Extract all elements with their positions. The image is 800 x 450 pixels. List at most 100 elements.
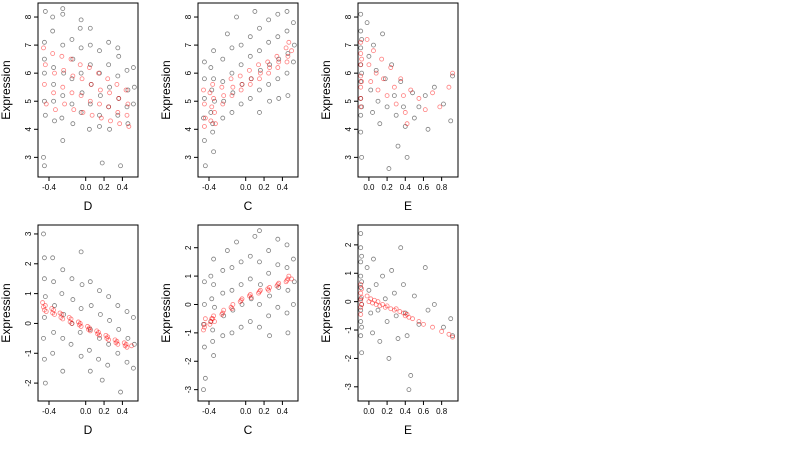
data-point: [370, 330, 375, 336]
data-point: [105, 334, 111, 340]
data-point: [207, 90, 213, 96]
data-point: [229, 330, 235, 336]
data-point: [401, 282, 406, 288]
data-point: [52, 118, 57, 124]
data-point: [358, 104, 364, 110]
data-point: [51, 98, 56, 104]
y-tick-label: 4: [184, 127, 193, 132]
data-point: [247, 253, 253, 259]
data-point: [371, 48, 376, 54]
data-point: [61, 67, 67, 73]
data-point: [448, 118, 454, 124]
data-point: [97, 93, 103, 99]
data-point: [228, 76, 234, 82]
y-tick-label: 5: [344, 98, 353, 103]
plot-frame: [37, 224, 139, 402]
data-point: [358, 39, 364, 45]
data-point: [115, 112, 121, 118]
data-point: [124, 67, 130, 73]
data-point: [131, 315, 136, 320]
data-point: [107, 84, 112, 90]
data-point: [257, 228, 262, 234]
data-point: [284, 310, 290, 316]
data-point: [257, 259, 262, 265]
data-point: [87, 98, 93, 104]
data-point: [209, 296, 215, 302]
x-axis-label: D: [84, 423, 93, 437]
data-point: [359, 37, 365, 42]
data-point: [395, 143, 401, 149]
data-point: [97, 87, 103, 93]
data-point: [88, 303, 94, 308]
data-point: [51, 81, 56, 87]
data-point: [129, 343, 134, 349]
panel-2: -0.4 0.0 0.2 0.4 3 4 5 6 7 8 C Expression: [159, 2, 299, 213]
data-point: [212, 110, 217, 115]
data-point: [114, 81, 120, 87]
data-point: [431, 302, 437, 307]
data-point: [211, 48, 217, 54]
data-point: [274, 53, 280, 59]
data-point: [257, 76, 262, 82]
data-point: [234, 239, 239, 245]
data-point: [202, 138, 207, 143]
data-point: [79, 76, 85, 82]
data-point: [441, 324, 446, 330]
data-point: [221, 307, 227, 313]
data-point: [359, 286, 365, 292]
data-point: [115, 303, 121, 308]
data-point: [257, 48, 262, 54]
data-point: [393, 101, 399, 107]
data-point: [358, 28, 364, 34]
data-point: [126, 124, 132, 129]
x-axis-label: C: [244, 199, 253, 213]
data-point: [283, 45, 289, 51]
data-point: [69, 37, 75, 42]
data-point: [106, 337, 112, 343]
data-point: [275, 76, 281, 82]
y-tick-label: 8: [184, 14, 193, 19]
data-point: [229, 287, 235, 293]
data-point: [78, 324, 84, 329]
data-point: [401, 93, 406, 99]
data-point: [276, 59, 282, 65]
data-point: [41, 231, 46, 237]
data-point: [238, 87, 244, 93]
x-tick-label: 0.4: [400, 407, 412, 416]
data-point: [202, 321, 207, 327]
data-point: [257, 282, 263, 288]
data-point: [379, 56, 385, 62]
plot-frame: [357, 224, 459, 402]
data-point: [375, 307, 381, 313]
data-point: [202, 124, 207, 129]
data-point: [238, 62, 244, 68]
data-point: [359, 154, 365, 160]
data-point: [125, 121, 131, 127]
data-point: [62, 101, 68, 107]
data-point: [60, 368, 66, 374]
data-point: [275, 236, 281, 242]
x-tick-label: 0.0: [80, 183, 92, 192]
x-tick-label: 0.2: [258, 183, 270, 192]
panel-4: -0.4 0.0 0.2 0.4 -2 -1 0 1 2 3 D Expression: [0, 224, 139, 437]
data-point: [202, 344, 207, 350]
data-point: [256, 62, 261, 68]
data-point: [79, 90, 85, 96]
data-point: [238, 297, 244, 303]
data-point: [221, 93, 227, 99]
y-tick-label: 8: [344, 14, 353, 19]
data-point: [51, 307, 56, 313]
data-point: [115, 45, 121, 51]
x-tick-label: 0.6: [418, 407, 430, 416]
data-point: [368, 87, 374, 93]
data-point: [131, 365, 136, 371]
data-point: [59, 115, 65, 121]
data-point: [220, 56, 226, 62]
data-point: [450, 70, 455, 76]
data-point: [220, 101, 226, 107]
data-point: [275, 262, 281, 268]
data-point: [247, 96, 253, 101]
data-point: [78, 306, 84, 311]
data-point: [373, 282, 379, 288]
data-point: [291, 42, 297, 48]
